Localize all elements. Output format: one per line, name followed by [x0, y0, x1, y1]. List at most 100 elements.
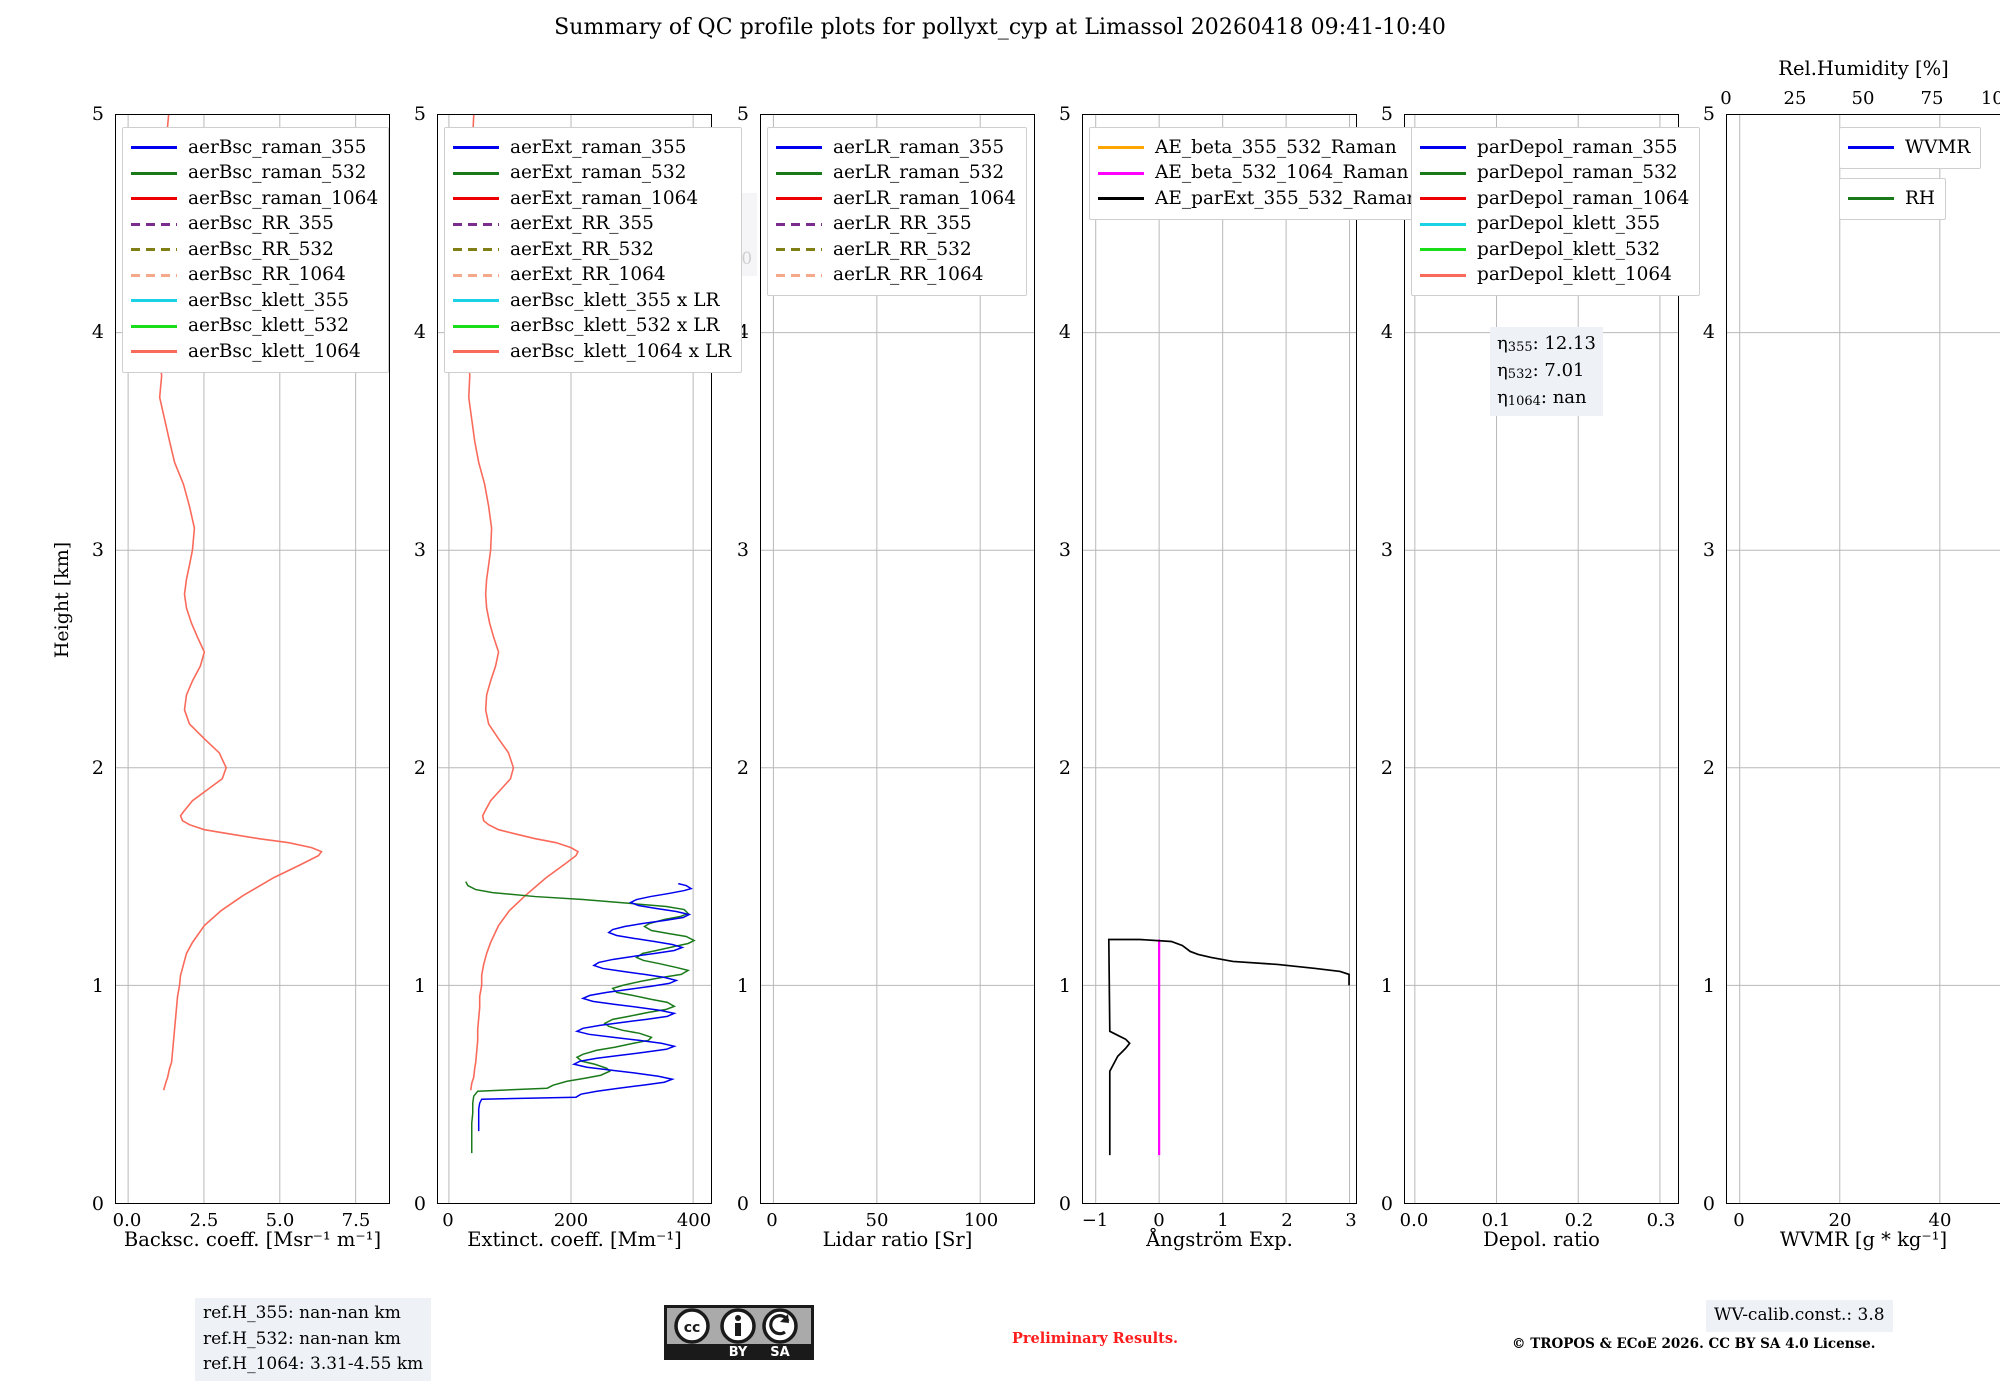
cc-badge-icon: cc BY SA — [664, 1305, 814, 1360]
eta-subscript: 532 — [1507, 366, 1533, 382]
legend-label: aerLR_RR_532 — [833, 238, 972, 260]
legend-item[interactable]: aerExt_RR_1064 — [453, 263, 731, 289]
legend-item[interactable]: parDepol_raman_1064 — [1420, 186, 1689, 212]
x-tick-label: 2 — [1281, 1210, 1293, 1231]
legend-label: RH — [1905, 187, 1936, 209]
legend-label: aerBsc_raman_532 — [188, 162, 367, 183]
legend-item[interactable]: RH — [1848, 186, 1935, 212]
legend-item[interactable]: aerBsc_RR_1064 — [131, 263, 378, 289]
eta-532-row: η532: 7.01 — [1497, 359, 1585, 382]
panel-depol-ratio-plot — [1405, 115, 1678, 1203]
legend-item[interactable]: aerBsc_raman_1064 — [131, 186, 378, 212]
legend-item[interactable]: aerBsc_klett_532 — [131, 314, 378, 340]
eta-symbol: η — [1497, 333, 1508, 354]
legend-item[interactable]: aerExt_raman_532 — [453, 161, 731, 187]
legend-item[interactable]: aerBsc_RR_355 — [131, 212, 378, 238]
legend-item[interactable]: aerBsc_klett_532 x LR — [453, 314, 731, 340]
legend-item[interactable]: AE_parExt_355_532_Raman — [1098, 186, 1418, 212]
legend-item[interactable]: parDepol_klett_532 — [1420, 237, 1689, 263]
legend-item[interactable]: parDepol_raman_532 — [1420, 161, 1689, 187]
y-tick-label: 2 — [413, 757, 426, 779]
y-tick-label: 0 — [736, 1193, 749, 1215]
legend-label: aerBsc_RR_1064 — [188, 264, 346, 285]
legend-label: parDepol_klett_355 — [1477, 213, 1661, 234]
legend-label: aerBsc_RR_532 — [188, 238, 334, 260]
legend-item[interactable]: aerLR_RR_532 — [776, 237, 1016, 263]
cc-license-badge: cc BY SA — [664, 1305, 814, 1360]
copyright-note: © TROPOS & ECoE 2026. CC BY SA 4.0 Licen… — [1512, 1336, 1876, 1352]
legend-item[interactable]: aerLR_raman_355 — [776, 135, 1016, 161]
x-tick-label: 50 — [865, 1210, 889, 1231]
top-axis-tick-label: 100 — [1980, 88, 2000, 109]
legend-depol-ratio[interactable]: parDepol_raman_355 parDepol_raman_532 pa… — [1411, 127, 1701, 296]
legend-label: aerExt_RR_355 — [510, 213, 654, 234]
legend-lidar-ratio[interactable]: aerLR_raman_355 aerLR_raman_532 aerLR_ra… — [767, 127, 1027, 296]
legend-rh[interactable]: RH — [1839, 178, 1947, 220]
legend-item[interactable]: aerExt_raman_355 — [453, 135, 731, 161]
y-tick-label: 1 — [1058, 975, 1071, 997]
x-tick-label: −1 — [1081, 1210, 1109, 1231]
legend-item[interactable]: aerBsc_klett_355 — [131, 288, 378, 314]
y-tick-label: 5 — [1380, 103, 1393, 125]
legend-label: aerBsc_RR_355 — [188, 213, 334, 234]
panel-angstrom: AE_beta_355_532_Raman AE_beta_532_1064_R… — [1082, 114, 1430, 1204]
legend-item[interactable]: aerLR_raman_532 — [776, 161, 1016, 187]
x-tick-label: 1 — [1217, 1210, 1229, 1231]
legend-item[interactable]: aerExt_raman_1064 — [453, 186, 731, 212]
legend-backscatter[interactable]: aerBsc_raman_355 aerBsc_raman_532 aerBsc… — [122, 127, 390, 373]
legend-label: aerLR_raman_355 — [833, 136, 1005, 158]
legend-item[interactable]: aerLR_raman_1064 — [776, 186, 1016, 212]
legend-item[interactable]: aerBsc_klett_355 x LR — [453, 288, 731, 314]
legend-label: aerLR_raman_1064 — [833, 187, 1016, 209]
y-tick-label: 5 — [1058, 103, 1071, 125]
legend-item[interactable]: aerLR_RR_1064 — [776, 263, 1016, 289]
legend-extinction[interactable]: aerExt_raman_355 aerExt_raman_532 aerExt… — [444, 127, 743, 373]
legend-item[interactable]: aerBsc_klett_1064 — [131, 339, 378, 365]
legend-item[interactable]: aerBsc_klett_1064 x LR — [453, 339, 731, 365]
legend-label: aerLR_raman_532 — [833, 162, 1005, 183]
y-tick-label: 2 — [1380, 757, 1393, 779]
x-axis-label-extinction: Extinct. coeff. [Mm⁻¹] — [467, 1228, 682, 1251]
y-tick-label: 0 — [413, 1193, 426, 1215]
y-tick-label: 4 — [1058, 321, 1071, 343]
legend-item[interactable]: aerLR_RR_355 — [776, 212, 1016, 238]
legend-label: aerExt_RR_532 — [510, 238, 654, 260]
y-tick-label: 1 — [413, 975, 426, 997]
legend-label: aerExt_raman_1064 — [510, 187, 699, 209]
legend-item[interactable]: aerBsc_raman_355 — [131, 135, 378, 161]
wv-calib-annotation: WV-calib.const.: 3.8 — [1706, 1300, 1893, 1332]
y-tick-label: 3 — [413, 539, 426, 561]
legend-item[interactable]: aerExt_RR_532 — [453, 237, 731, 263]
cc-sa-text: SA — [770, 1345, 789, 1360]
x-tick-label: 400 — [676, 1210, 712, 1231]
y-tick-label: 3 — [1702, 539, 1715, 561]
x-tick-label: 0 — [442, 1210, 454, 1231]
legend-item[interactable]: AE_beta_355_532_Raman — [1098, 135, 1418, 161]
legend-item[interactable]: aerBsc_RR_532 — [131, 237, 378, 263]
legend-item[interactable]: parDepol_klett_1064 — [1420, 263, 1689, 289]
y-tick-label: 1 — [736, 975, 749, 997]
x-tick-label: 0.2 — [1564, 1210, 1594, 1231]
y-tick-label: 0 — [1702, 1193, 1715, 1215]
x-axis-label-backscatter: Backsc. coeff. [Msr⁻¹ m⁻¹] — [123, 1228, 382, 1251]
panel-extinction: LR355: 45.00 LR532: 40.00 LR1064: 50.00 … — [437, 114, 758, 1204]
legend-item[interactable]: aerExt_RR_355 — [453, 212, 731, 238]
page-title: Summary of QC profile plots for pollyxt_… — [554, 15, 1446, 40]
legend-item[interactable]: parDepol_raman_355 — [1420, 135, 1689, 161]
legend-item[interactable]: aerBsc_raman_532 — [131, 161, 378, 187]
legend-wvmr[interactable]: WVMR — [1839, 127, 1982, 169]
y-tick-label: 4 — [1380, 321, 1393, 343]
legend-angstrom[interactable]: AE_beta_355_532_Raman AE_beta_532_1064_R… — [1089, 127, 1430, 220]
cc-by-text: BY — [729, 1345, 748, 1360]
ref-height-annotation: ref.H_355: nan-nan km ref.H_532: nan-nan… — [195, 1298, 432, 1381]
y-tick-label: 2 — [1058, 757, 1071, 779]
eta-1064-row: η1064: nan — [1497, 386, 1587, 409]
preliminary-results-note: Preliminary Results. — [1012, 1330, 1179, 1347]
x-tick-label: 0 — [1733, 1210, 1745, 1231]
legend-label: WVMR — [1905, 136, 1971, 158]
legend-item[interactable]: WVMR — [1848, 135, 1970, 161]
y-tick-label: 2 — [736, 757, 749, 779]
legend-item[interactable]: parDepol_klett_355 — [1420, 212, 1689, 238]
legend-item[interactable]: AE_beta_532_1064_Raman — [1098, 161, 1418, 187]
